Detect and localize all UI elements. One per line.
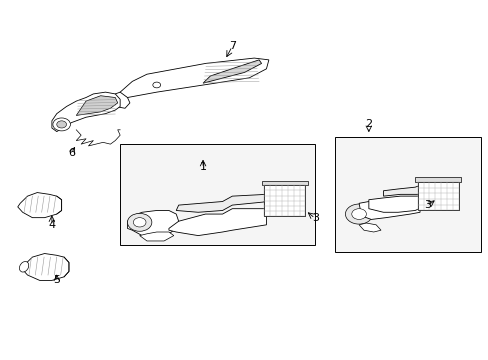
- Polygon shape: [76, 96, 118, 116]
- Polygon shape: [358, 223, 380, 232]
- Circle shape: [345, 204, 372, 224]
- Polygon shape: [383, 184, 427, 196]
- Polygon shape: [176, 194, 268, 212]
- Polygon shape: [118, 58, 268, 98]
- Text: 1: 1: [199, 162, 206, 172]
- Text: 2: 2: [365, 120, 372, 129]
- Circle shape: [351, 209, 366, 220]
- Ellipse shape: [20, 261, 29, 272]
- Polygon shape: [203, 60, 261, 83]
- Text: 6: 6: [68, 148, 75, 158]
- Text: 5: 5: [53, 275, 60, 285]
- Circle shape: [53, 118, 70, 131]
- Polygon shape: [168, 209, 266, 235]
- Polygon shape: [368, 193, 427, 212]
- Circle shape: [133, 218, 146, 227]
- Polygon shape: [22, 253, 69, 280]
- Text: 7: 7: [228, 41, 235, 50]
- Bar: [120, 144, 315, 244]
- Polygon shape: [18, 193, 61, 218]
- Polygon shape: [110, 92, 130, 108]
- Text: 3: 3: [311, 213, 318, 222]
- Polygon shape: [52, 92, 120, 132]
- Polygon shape: [358, 198, 419, 220]
- Text: 3: 3: [423, 200, 430, 210]
- Circle shape: [153, 82, 160, 88]
- Circle shape: [57, 121, 66, 128]
- Bar: [417, 182, 458, 211]
- Bar: [261, 181, 307, 185]
- Circle shape: [127, 213, 152, 231]
- Polygon shape: [140, 232, 173, 241]
- Bar: [334, 137, 480, 252]
- Bar: [414, 177, 461, 182]
- Bar: [264, 185, 305, 216]
- Polygon shape: [127, 211, 178, 237]
- Text: 4: 4: [48, 220, 55, 230]
